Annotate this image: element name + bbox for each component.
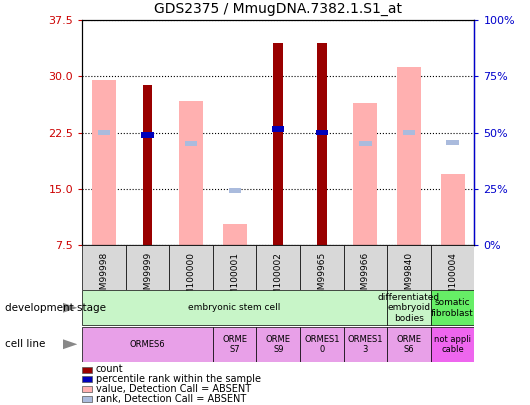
Bar: [98, 130, 110, 135]
Bar: [213, 327, 257, 362]
Text: ORMES6: ORMES6: [130, 340, 165, 349]
Text: ORME
S6: ORME S6: [396, 335, 421, 354]
Polygon shape: [63, 339, 77, 350]
Bar: [185, 141, 197, 147]
Text: differentiated
embryoid
bodies: differentiated embryoid bodies: [378, 293, 440, 323]
Text: GSM100001: GSM100001: [230, 252, 239, 307]
Bar: [169, 245, 213, 290]
Bar: [359, 141, 372, 147]
Text: ORME
S9: ORME S9: [266, 335, 291, 354]
Text: GSM99840: GSM99840: [404, 252, 413, 301]
Bar: [387, 245, 431, 290]
Bar: [142, 132, 154, 138]
Bar: [431, 290, 474, 325]
Text: ORME
S7: ORME S7: [222, 335, 247, 354]
Text: development stage: development stage: [5, 303, 107, 313]
Bar: [440, 174, 465, 245]
Bar: [300, 245, 343, 290]
Bar: [82, 245, 126, 290]
Bar: [82, 290, 387, 325]
Bar: [213, 245, 257, 290]
Text: GSM99999: GSM99999: [143, 252, 152, 301]
Bar: [343, 327, 387, 362]
Bar: [272, 126, 285, 132]
Bar: [387, 290, 431, 325]
Text: cell line: cell line: [5, 339, 46, 349]
Bar: [446, 140, 458, 145]
Title: GDS2375 / MmugDNA.7382.1.S1_at: GDS2375 / MmugDNA.7382.1.S1_at: [154, 2, 402, 17]
Bar: [300, 327, 343, 362]
Bar: [431, 327, 474, 362]
Text: GSM99966: GSM99966: [361, 252, 370, 301]
Text: GSM99965: GSM99965: [317, 252, 326, 301]
Text: GSM100002: GSM100002: [274, 252, 282, 307]
Polygon shape: [63, 303, 77, 313]
Bar: [403, 130, 415, 135]
Text: GSM99998: GSM99998: [100, 252, 109, 301]
Bar: [179, 101, 203, 245]
Bar: [431, 245, 474, 290]
Text: GSM100004: GSM100004: [448, 252, 457, 307]
Text: ORMES1
0: ORMES1 0: [304, 335, 340, 354]
Text: percentile rank within the sample: percentile rank within the sample: [96, 374, 261, 384]
Text: ORMES1
3: ORMES1 3: [348, 335, 383, 354]
Bar: [257, 327, 300, 362]
Bar: [143, 85, 152, 245]
Text: count: count: [96, 364, 123, 374]
Bar: [273, 43, 283, 245]
Text: embryonic stem cell: embryonic stem cell: [189, 303, 281, 312]
Bar: [316, 130, 328, 135]
Text: rank, Detection Call = ABSENT: rank, Detection Call = ABSENT: [96, 394, 246, 403]
Bar: [397, 68, 421, 245]
Bar: [228, 188, 241, 193]
Bar: [354, 103, 377, 245]
Bar: [387, 327, 431, 362]
Bar: [82, 327, 213, 362]
Text: value, Detection Call = ABSENT: value, Detection Call = ABSENT: [96, 384, 251, 394]
Bar: [343, 245, 387, 290]
Bar: [126, 245, 169, 290]
Text: somatic
fibroblast: somatic fibroblast: [431, 298, 474, 318]
Bar: [257, 245, 300, 290]
Text: GSM100000: GSM100000: [187, 252, 196, 307]
Bar: [317, 43, 326, 245]
Text: not appli
cable: not appli cable: [434, 335, 471, 354]
Bar: [223, 224, 246, 245]
Bar: [92, 80, 116, 245]
